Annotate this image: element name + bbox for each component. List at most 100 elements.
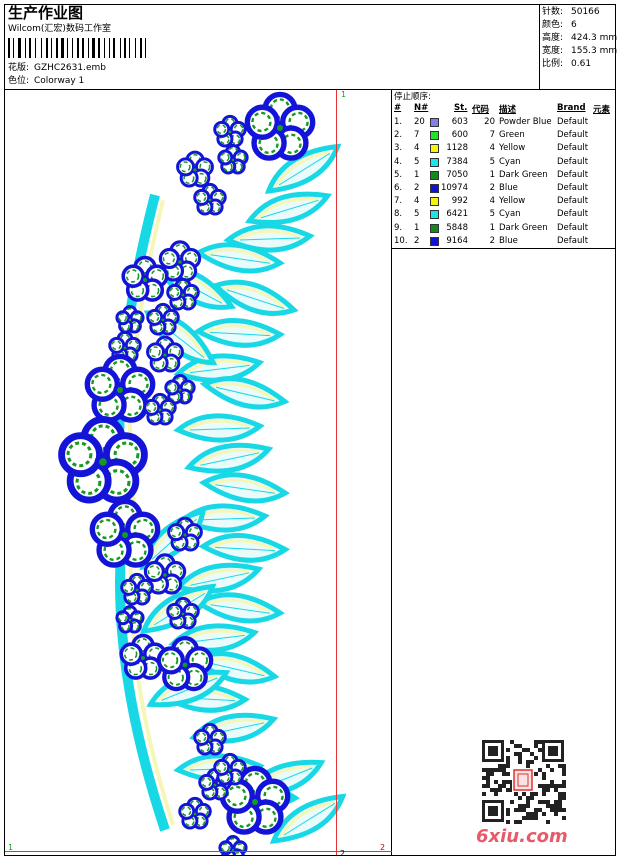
studio-name: Wilcom(汇宏)数码工作室 bbox=[8, 24, 111, 34]
row-code: 2 bbox=[489, 235, 495, 246]
row-code: 1 bbox=[489, 222, 495, 233]
hoop-guide-vertical bbox=[336, 90, 337, 855]
row-description: Blue bbox=[499, 183, 518, 193]
row-code: 2 bbox=[489, 183, 495, 193]
col-code: 代码 bbox=[472, 105, 490, 115]
row-stitches: 1128 bbox=[446, 143, 468, 154]
page-title: 生产作业图 bbox=[8, 4, 84, 22]
stat-height-label: 高度: bbox=[542, 33, 564, 43]
color-swatch bbox=[430, 223, 439, 233]
table-row: 5. 1 7050 1 Dark Green Default bbox=[392, 170, 616, 183]
stats-divider bbox=[539, 4, 540, 90]
colorway-name: Colorway 1 bbox=[34, 76, 85, 86]
table-row: 9. 1 5848 1 Dark Green Default bbox=[392, 223, 616, 236]
row-code: 5 bbox=[489, 156, 495, 167]
row-brand: Default bbox=[557, 209, 589, 220]
col-element: 元素 bbox=[593, 105, 611, 115]
hoop-guide-horizontal bbox=[5, 851, 392, 852]
table-row: 7. 4 992 4 Yellow Default bbox=[392, 196, 616, 209]
row-code: 4 bbox=[489, 143, 495, 154]
color-swatch bbox=[430, 144, 439, 154]
panel-divider bbox=[391, 89, 392, 856]
row-code: 20 bbox=[484, 117, 495, 127]
stat-scale-label: 比例: bbox=[542, 59, 564, 69]
row-index: 2. bbox=[394, 130, 403, 141]
stat-colors-value: 6 bbox=[571, 20, 577, 30]
sheet-frame bbox=[4, 4, 616, 856]
row-description: Green bbox=[499, 130, 525, 141]
row-stitches: 992 bbox=[451, 196, 468, 207]
row-needle: 4 bbox=[414, 196, 420, 207]
table-row: 2. 7 600 7 Green Default bbox=[392, 130, 616, 143]
row-description: Blue bbox=[499, 235, 518, 246]
row-brand: Default bbox=[557, 169, 589, 180]
row-brand: Default bbox=[557, 196, 589, 207]
row-stitches: 5848 bbox=[446, 222, 468, 233]
row-brand: Default bbox=[557, 130, 589, 141]
stat-width-label: 宽度: bbox=[542, 46, 564, 56]
col-no: N# bbox=[414, 103, 429, 113]
stop-sequence-title: 停止顺序: bbox=[394, 92, 431, 102]
row-index: 5. bbox=[394, 169, 403, 180]
embroidery-preview bbox=[58, 91, 347, 855]
row-needle: 2 bbox=[414, 183, 420, 193]
row-brand: Default bbox=[557, 222, 589, 233]
row-index: 6. bbox=[394, 183, 403, 193]
marker-top-right: 1 bbox=[341, 90, 347, 99]
row-needle: 5 bbox=[414, 209, 420, 220]
row-needle: 4 bbox=[414, 143, 420, 154]
marker-bottom-mid: 2 bbox=[340, 849, 346, 858]
row-index: 1. bbox=[394, 117, 403, 127]
color-swatch bbox=[430, 157, 439, 167]
header-divider bbox=[4, 89, 616, 90]
color-swatch bbox=[430, 131, 439, 141]
color-swatch bbox=[430, 210, 439, 220]
table-row: 8. 5 6421 5 Cyan Default bbox=[392, 209, 616, 222]
stat-stitches-label: 针数: bbox=[542, 7, 564, 17]
design-file: GZHC2631.emb bbox=[34, 63, 106, 73]
row-stitches: 7050 bbox=[446, 169, 468, 180]
design-label: 花版: bbox=[8, 63, 30, 73]
col-desc: 描述 bbox=[499, 105, 517, 115]
table-row: 6. 2 10974 2 Blue Default bbox=[392, 183, 616, 196]
qr-code bbox=[480, 738, 566, 824]
row-index: 9. bbox=[394, 222, 403, 233]
row-needle: 2 bbox=[414, 235, 420, 246]
row-stitches: 603 bbox=[451, 117, 468, 127]
marker-bottom-right: 2 bbox=[380, 843, 386, 852]
row-stitches: 6421 bbox=[446, 209, 468, 220]
table-row: 4. 5 7384 5 Cyan Default bbox=[392, 157, 616, 170]
col-st: St. bbox=[454, 103, 468, 113]
stat-colors-label: 颜色: bbox=[542, 20, 564, 30]
row-description: Dark Green bbox=[499, 169, 548, 180]
row-description: Yellow bbox=[499, 143, 526, 154]
row-description: Powder Blue bbox=[499, 117, 552, 127]
row-needle: 7 bbox=[414, 130, 420, 141]
row-index: 7. bbox=[394, 196, 403, 207]
row-stitches: 10974 bbox=[440, 183, 468, 193]
row-needle: 20 bbox=[414, 117, 425, 127]
row-index: 3. bbox=[394, 143, 403, 154]
table-row: 3. 4 1128 4 Yellow Default bbox=[392, 143, 616, 156]
table-row: 1. 20 603 20 Powder Blue Default bbox=[392, 117, 616, 130]
row-stitches: 600 bbox=[451, 130, 468, 141]
row-stitches: 9164 bbox=[446, 235, 468, 246]
row-brand: Default bbox=[557, 117, 589, 127]
stat-scale-value: 0.61 bbox=[571, 59, 592, 69]
row-index: 4. bbox=[394, 156, 403, 167]
table-bottom-line bbox=[391, 248, 616, 249]
col-idx: # bbox=[394, 103, 402, 113]
stat-stitches-value: 50166 bbox=[571, 7, 600, 17]
table-row: 10. 2 9164 2 Blue Default bbox=[392, 236, 616, 249]
stat-width-value: 155.3 mm bbox=[571, 46, 618, 56]
color-swatch bbox=[430, 197, 439, 207]
color-swatch bbox=[430, 184, 439, 193]
col-brand: Brand bbox=[557, 103, 586, 113]
colorway-label: 色位: bbox=[8, 76, 30, 86]
row-code: 7 bbox=[489, 130, 495, 141]
row-brand: Default bbox=[557, 143, 589, 154]
row-description: Yellow bbox=[499, 196, 526, 207]
row-description: Cyan bbox=[499, 156, 521, 167]
stat-height-value: 424.3 mm bbox=[571, 33, 618, 43]
row-brand: Default bbox=[557, 183, 589, 193]
